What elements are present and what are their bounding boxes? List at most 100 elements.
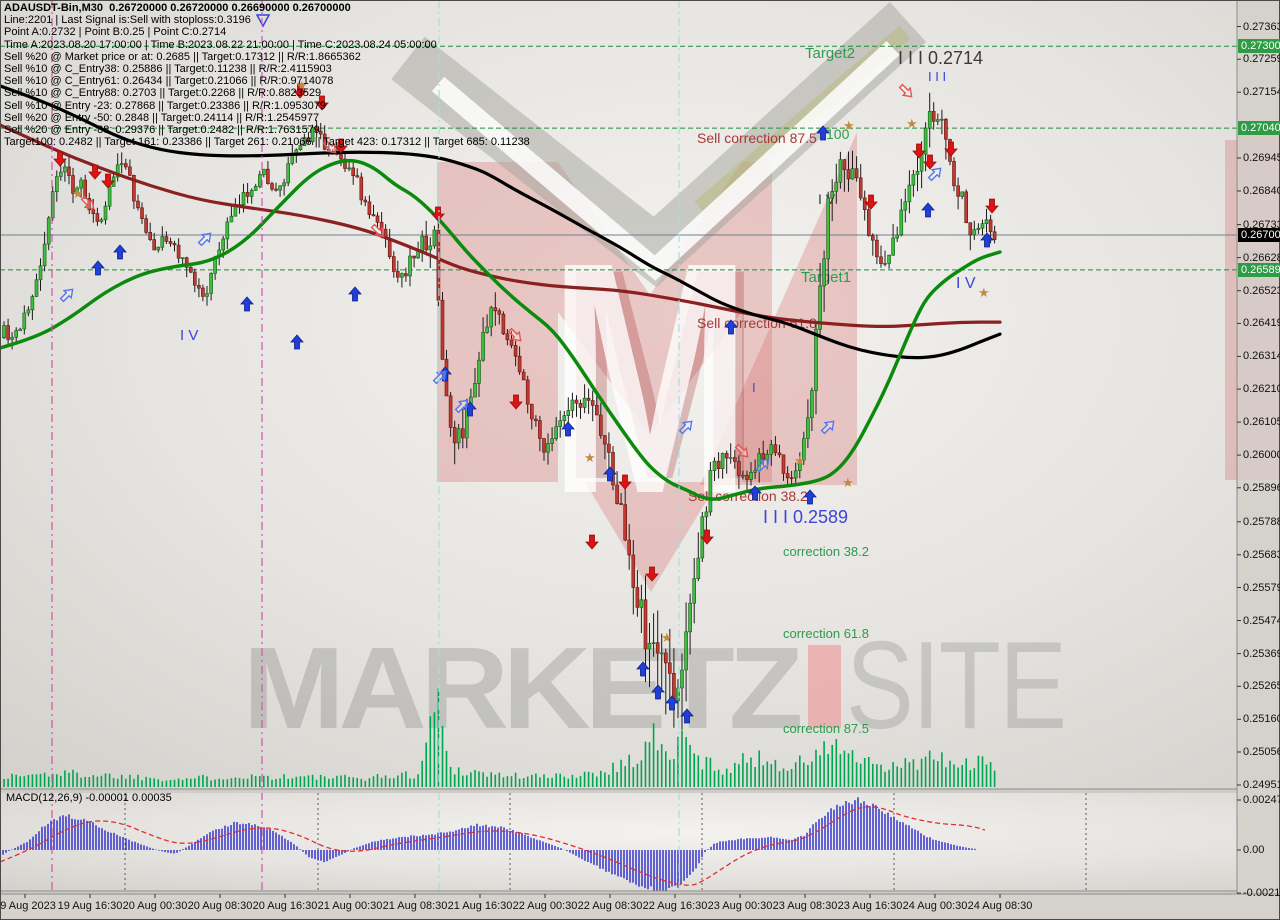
price-axis-label: 0.25369 [1243, 648, 1280, 660]
price-axis-label: 0.27259 [1243, 53, 1280, 65]
info-line: Sell %20 @ Entry -88: 0.29376 || Target:… [4, 124, 320, 137]
buy-signal-outline-icon [197, 232, 212, 247]
sell-arrow-icon [101, 173, 115, 189]
sell-arrow-icon [912, 143, 926, 159]
sell-arrow-icon [509, 394, 523, 410]
buy-arrow-icon [561, 421, 575, 437]
chart-annotation: I V [180, 327, 198, 344]
buy-arrow-icon [113, 244, 127, 260]
price-axis-label: 0.26419 [1243, 317, 1280, 329]
chart-annotation: 100 [826, 126, 850, 142]
time-axis-label: 24 Aug 08:30 [967, 900, 1033, 912]
chart-annotation: correction 38.2 [783, 544, 869, 559]
time-axis-strip[interactable] [0, 894, 1280, 920]
signal-info-panel: ADAUSDT-Bin,M30 0.26720000 0.26720000 0.… [4, 2, 530, 148]
buy-arrow-icon [724, 319, 738, 335]
sell-arrow-icon [645, 566, 659, 582]
price-axis-label: 0.26840 [1243, 185, 1280, 197]
price-axis-label: 0.25265 [1243, 680, 1280, 692]
sell-signal-outline-icon [322, 139, 337, 154]
sell-arrow-icon [585, 534, 599, 550]
sell-arrow-icon [985, 198, 999, 214]
chart-annotation: I [752, 380, 756, 395]
star-marker-icon: ★ [843, 118, 855, 133]
buy-signal-outline-icon [432, 370, 447, 385]
bearish-candles [6, 111, 997, 702]
buy-signal-outline-icon [454, 399, 469, 414]
sell-signal-outline-icon [734, 443, 749, 458]
info-line: Sell %10 @ Entry -23: 0.27868 || Target:… [4, 99, 327, 112]
macd-signal-line [0, 806, 986, 886]
macd-axis-label: -0.00213 [1243, 887, 1280, 899]
time-axis-label: 22 Aug 00:30 [512, 900, 578, 912]
macd-panel[interactable] [0, 793, 1087, 891]
buy-arrow-icon [680, 708, 694, 724]
buy-arrow-icon [636, 661, 650, 677]
buy-arrow-icon [921, 202, 935, 218]
price-axis-label: 0.25683 [1243, 549, 1280, 561]
time-axis-label: 22 Aug 08:30 [577, 900, 643, 912]
star-marker-icon: ★ [584, 450, 596, 465]
price-axis-label: 0.27154 [1243, 86, 1280, 98]
sell-arrow-icon [864, 194, 878, 210]
price-badge: 0.26700 [1238, 228, 1280, 242]
chart-annotation: I I I 0.2589 [763, 507, 848, 527]
logo-zone [742, 162, 772, 482]
buy-arrow-icon [816, 125, 830, 141]
sell-arrow-icon [944, 141, 958, 157]
bullish-candles [2, 111, 989, 702]
time-axis-label: 21 Aug 00:30 [317, 900, 383, 912]
logo-zone [700, 132, 857, 485]
chart-annotation: correction 87.5 [783, 721, 869, 736]
time-axis-label: 23 Aug 16:30 [837, 900, 903, 912]
sell-signal-outline-icon [898, 83, 913, 98]
buy-signal-outline-icon [755, 458, 770, 473]
buy-arrow-icon [651, 684, 665, 700]
star-marker-icon: ★ [906, 116, 918, 131]
star-marker-icon: ★ [794, 453, 806, 468]
chart-annotation: correction 61.8 [783, 626, 869, 641]
price-axis-label: 0.25896 [1243, 482, 1280, 494]
info-line: Time A:2023.08.20 17:00:00 | Time B:2023… [4, 38, 437, 51]
sell-arrow-icon [431, 206, 445, 222]
time-axis-label: 21 Aug 08:30 [382, 900, 448, 912]
sell-arrow-icon [700, 529, 714, 545]
buy-signal-outline-icon [59, 288, 74, 303]
logo-zone [1225, 140, 1237, 480]
star-marker-icon: ★ [661, 630, 673, 645]
time-marker-triangle-icon [255, 14, 271, 28]
price-axis-strip[interactable] [1237, 0, 1280, 920]
panel-divider[interactable] [0, 789, 1237, 793]
buy-signal-outline-icon [820, 420, 835, 435]
sell-arrow-icon [88, 164, 102, 180]
chart-annotation: I I I 0.2714 [898, 48, 983, 68]
info-line: Sell %20 @ Market price or at: 0.2685 ||… [4, 50, 361, 63]
panel-divider[interactable] [0, 891, 1237, 894]
price-axis-label: 0.26945 [1243, 152, 1280, 164]
macd-indicator-label: MACD(12,26,9) -0.00001 0.00035 [6, 792, 172, 804]
buy-signal-outline-icon [678, 420, 693, 435]
sell-signal-outline-icon [370, 223, 385, 238]
sell-arrow-icon [53, 151, 67, 167]
time-axis-label: 23 Aug 00:30 [707, 900, 773, 912]
buy-signal-outline-icon [927, 167, 942, 182]
ma-mid-line [0, 84, 1002, 360]
price-axis-label: 0.27363 [1243, 21, 1280, 33]
chart-annotation: I I I [928, 69, 946, 84]
price-axis-label: 0.25474 [1243, 615, 1280, 627]
buy-arrow-icon [603, 466, 617, 482]
buy-arrow-icon [91, 260, 105, 276]
star-marker-icon: ★ [842, 475, 854, 490]
info-line: Point A:0.2732 | Point B:0.25 | Point C:… [4, 26, 227, 39]
time-axis-label: 19 Aug 2023 [0, 900, 56, 912]
logo-zone [585, 482, 718, 592]
price-axis-label: 0.24951 [1243, 779, 1280, 791]
macd-axis-label: 0.00 [1243, 844, 1265, 856]
watermark-marketz: MARKETZ [243, 624, 801, 754]
time-axis-label: 19 Aug 16:30 [57, 900, 123, 912]
buy-arrow-icon [665, 695, 679, 711]
sell-signal-outline-icon [507, 327, 522, 342]
